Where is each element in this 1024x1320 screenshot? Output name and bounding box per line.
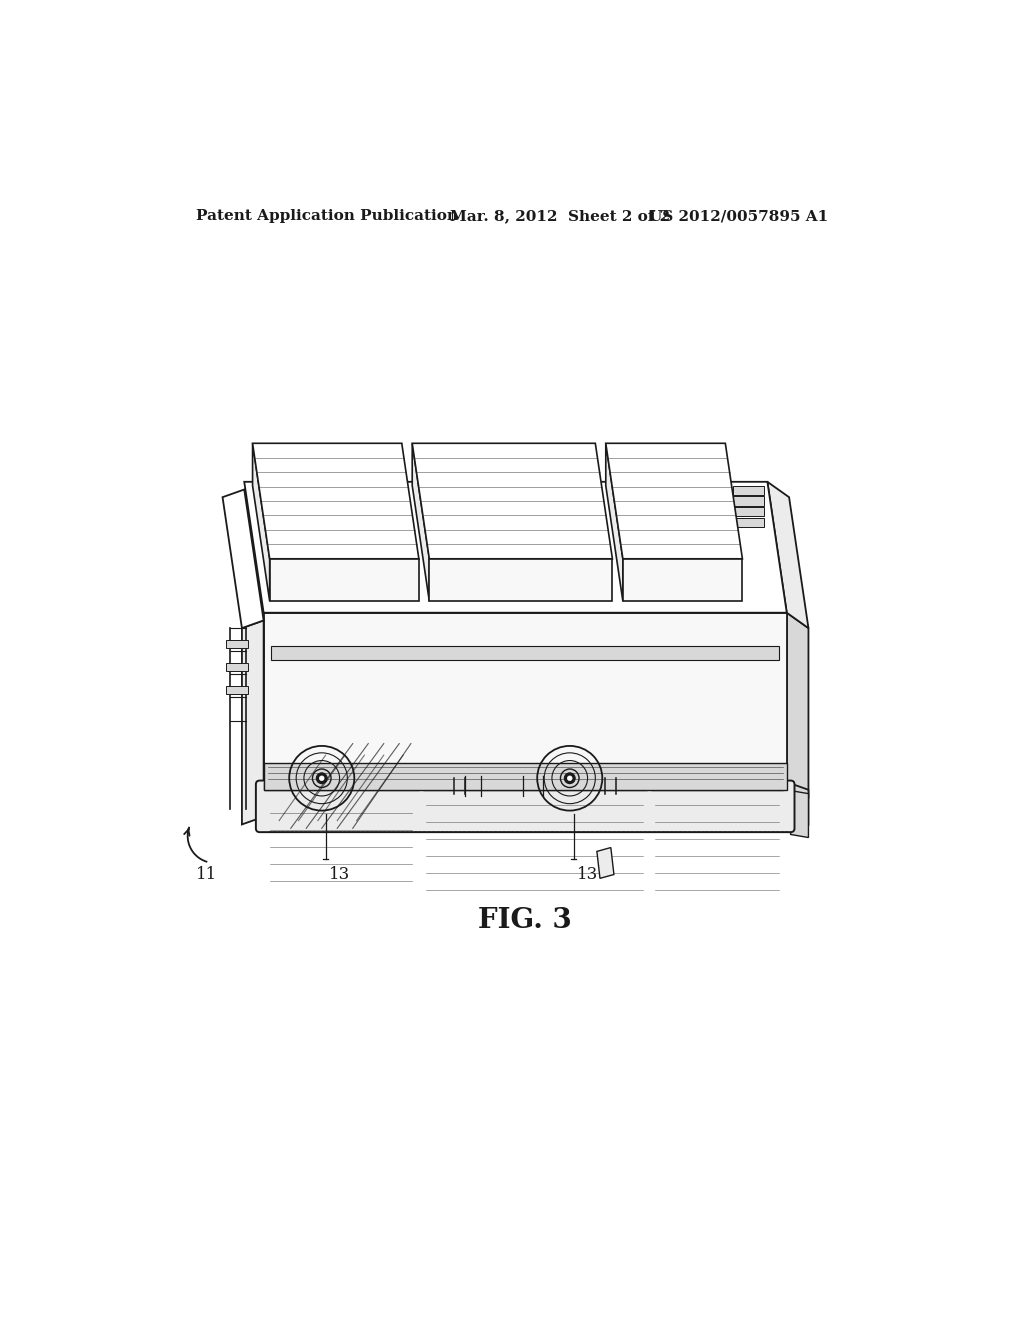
Polygon shape [606,444,623,601]
Polygon shape [791,791,809,837]
Polygon shape [242,620,263,825]
Circle shape [316,774,328,784]
Polygon shape [263,781,419,789]
Polygon shape [597,847,614,878]
Polygon shape [623,558,742,601]
Polygon shape [786,612,809,825]
Polygon shape [732,517,764,527]
Text: FIG. 3: FIG. 3 [478,907,571,935]
Polygon shape [271,645,779,660]
Text: 13: 13 [577,866,598,883]
Polygon shape [651,781,783,789]
Polygon shape [786,781,809,797]
Polygon shape [263,763,786,789]
Text: US 2012/0057895 A1: US 2012/0057895 A1 [649,209,828,223]
Polygon shape [732,507,764,516]
Polygon shape [423,781,647,789]
Polygon shape [222,490,263,628]
Circle shape [319,776,324,780]
Polygon shape [413,444,612,558]
Polygon shape [429,558,612,601]
Polygon shape [226,686,248,694]
Polygon shape [253,444,419,558]
Text: 13: 13 [329,866,350,883]
Polygon shape [767,482,786,817]
Polygon shape [606,444,742,558]
FancyBboxPatch shape [256,780,795,832]
Circle shape [567,776,572,780]
Polygon shape [245,482,786,612]
Polygon shape [732,496,764,506]
Polygon shape [269,558,419,601]
Polygon shape [413,444,429,601]
Polygon shape [226,663,248,671]
Text: Mar. 8, 2012  Sheet 2 of 2: Mar. 8, 2012 Sheet 2 of 2 [450,209,670,223]
Polygon shape [226,640,248,648]
Polygon shape [732,486,764,495]
Polygon shape [263,612,786,817]
Polygon shape [253,444,269,601]
Polygon shape [263,781,786,789]
Text: Patent Application Publication: Patent Application Publication [197,209,458,223]
Text: 11: 11 [197,866,218,883]
Circle shape [564,774,575,784]
Polygon shape [767,482,809,628]
